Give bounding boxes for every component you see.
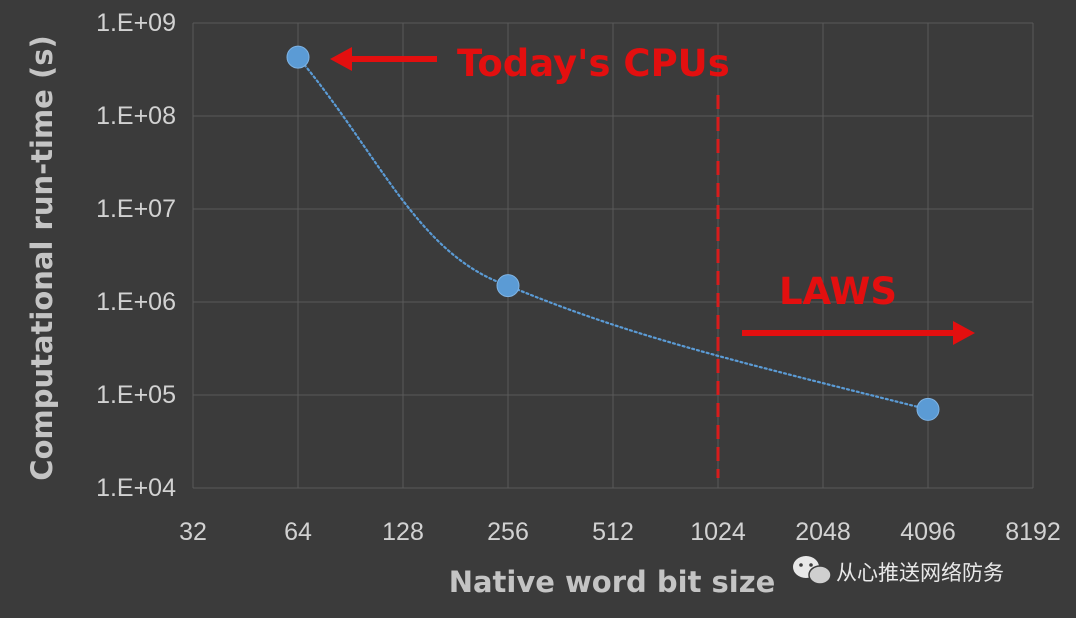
y-axis-title: Computational run-time (s) xyxy=(25,35,59,480)
watermark-text: 从心推送网络防务 xyxy=(836,561,1004,585)
y-axis-ticks: 1.E+04 1.E+05 1.E+06 1.E+07 1.E+08 1.E+09 xyxy=(96,9,176,502)
data-points xyxy=(286,45,940,421)
x-tick-label: 256 xyxy=(487,518,529,546)
y-tick-label: 1.E+07 xyxy=(96,195,176,223)
annotation-todays-cpus: Today's CPUs xyxy=(457,42,730,85)
x-tick-label: 64 xyxy=(284,518,312,546)
data-point xyxy=(916,397,940,421)
x-tick-label: 1024 xyxy=(690,518,746,546)
watermark: 从心推送网络防务 xyxy=(793,556,1004,585)
wechat-icon xyxy=(793,556,832,585)
y-tick-label: 1.E+09 xyxy=(96,9,176,37)
y-tick-label: 1.E+08 xyxy=(96,102,176,130)
x-tick-label: 32 xyxy=(179,518,207,546)
arrow-right-head xyxy=(953,321,975,345)
data-point xyxy=(286,45,310,69)
x-axis-title: Native word bit size xyxy=(449,565,776,599)
gridlines xyxy=(192,22,1034,489)
y-tick-label: 1.E+05 xyxy=(96,381,176,409)
x-axis-ticks: 32 64 128 256 512 1024 2048 4096 8192 xyxy=(179,518,1061,546)
x-tick-label: 2048 xyxy=(795,518,851,546)
annotations: Today's CPUs LAWS xyxy=(330,42,975,345)
x-tick-label: 512 xyxy=(592,518,634,546)
data-point xyxy=(496,274,520,298)
x-tick-label: 4096 xyxy=(900,518,956,546)
arrow-left-head xyxy=(330,47,352,71)
x-tick-label: 8192 xyxy=(1005,518,1061,546)
y-tick-label: 1.E+04 xyxy=(96,474,176,502)
y-tick-label: 1.E+06 xyxy=(96,288,176,316)
annotation-laws: LAWS xyxy=(779,270,897,313)
x-tick-label: 128 xyxy=(382,518,424,546)
